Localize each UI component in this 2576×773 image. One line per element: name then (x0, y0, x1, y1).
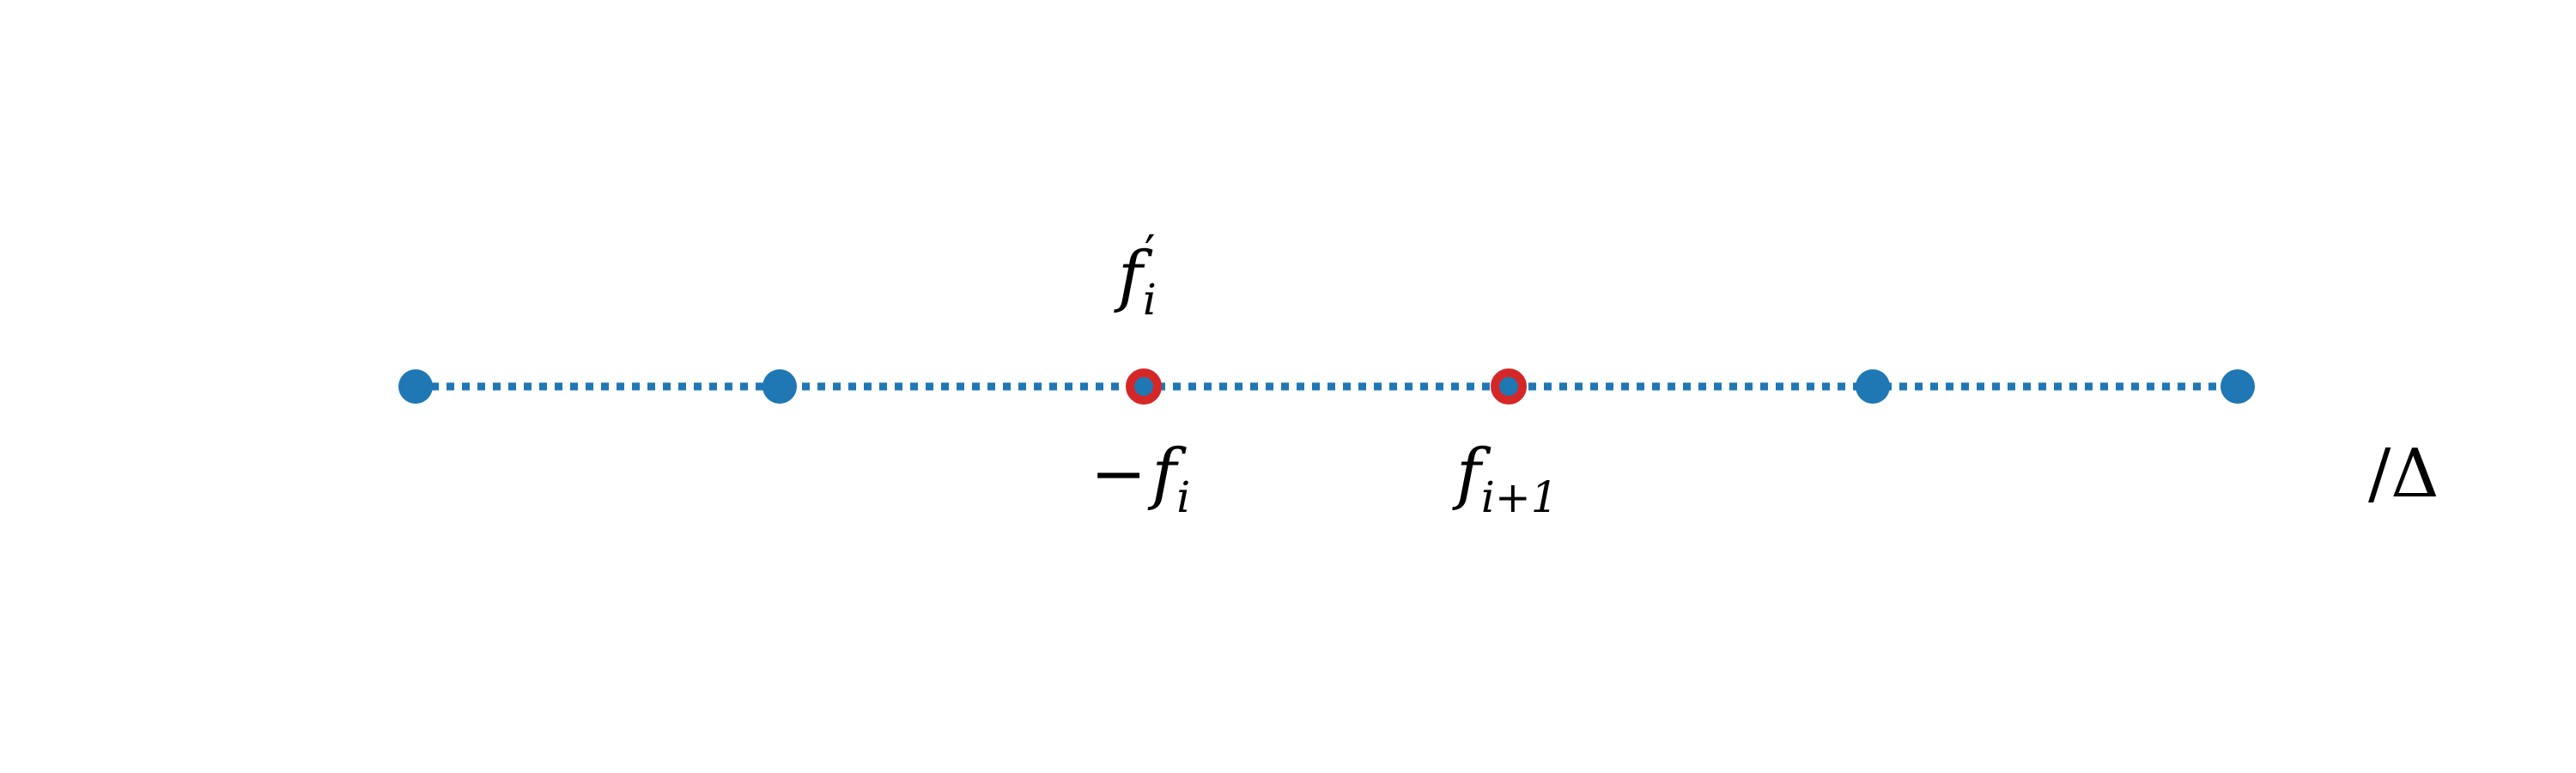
label-f-i-prime: fi′ (1114, 226, 1157, 325)
lattice-point-1 (398, 369, 433, 404)
lattice-point-6 (2221, 369, 2255, 404)
label-per-delta: /Δ (2368, 435, 2439, 513)
lattice-point-highlighted-3 (1126, 368, 1162, 405)
label-neg-f-i-sub: i (1176, 472, 1190, 522)
label-f-i-plus-1: fi+1 (1452, 435, 1558, 522)
lattice-point-5 (1856, 369, 1890, 404)
label-neg-f-i-prefix: − (1091, 435, 1146, 513)
lattice-point-2 (762, 369, 797, 404)
lattice-points (398, 368, 2255, 405)
lattice-point-highlighted-4 (1491, 368, 1527, 405)
label-f-i-prime-sup: ′ (1145, 226, 1156, 282)
label-f-i-prime-sub: i (1143, 275, 1157, 325)
label-neg-f-i: −fi (1091, 435, 1190, 522)
label-f-i-plus-1-sub: i+1 (1481, 472, 1558, 522)
